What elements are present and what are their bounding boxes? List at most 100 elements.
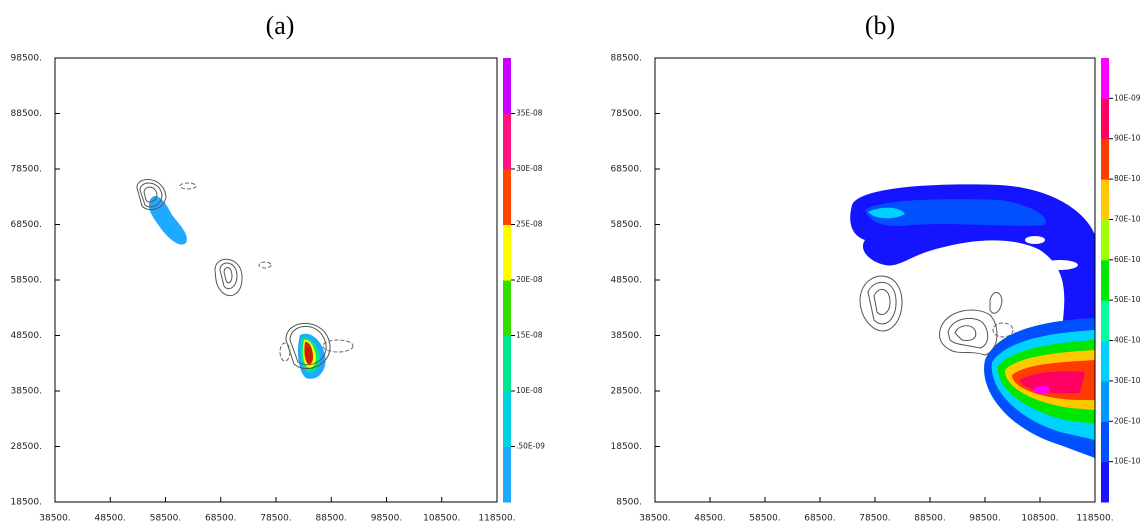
contour: [954, 325, 977, 341]
colorbar-label: 50E-10: [1114, 295, 1141, 304]
colorbar-label: 10E-09: [1114, 93, 1141, 102]
y-tick-label: 18500.: [611, 442, 643, 452]
contour: [322, 339, 354, 353]
y-tick-label: 88500.: [611, 54, 643, 64]
colorbar-segment: [503, 280, 511, 336]
colorbar-segment: [1101, 421, 1109, 463]
contour: [873, 289, 891, 316]
colorbar-segment: [1101, 340, 1109, 382]
colorbar-segment: [1101, 259, 1109, 301]
y-tick-label: 78500.: [611, 109, 643, 119]
colorbar-label: 30E-08: [516, 164, 543, 173]
contour: [214, 258, 243, 297]
colorbar-segment: [1101, 179, 1109, 220]
colorbar-label: 80E-10: [1114, 174, 1141, 183]
x-tick-label: 78500.: [260, 514, 292, 524]
y-tick-label: 58500.: [611, 220, 643, 230]
colorbar-label: 10E-10: [1114, 457, 1141, 466]
y-tick-label: 68500.: [11, 220, 43, 230]
contour: [179, 182, 197, 190]
field-blob: [865, 199, 1046, 227]
colorbar-label: 15E-08: [516, 331, 543, 340]
colorbar-segment: [503, 391, 511, 447]
x-tick-label: 38500.: [639, 514, 671, 524]
x-tick-label: 118500.: [1076, 514, 1113, 524]
colorbar-label: .50E-09: [516, 442, 545, 451]
y-tick-label: 88500.: [11, 109, 43, 119]
y-tick-label: 28500.: [11, 442, 43, 452]
contour: [143, 186, 158, 203]
colorbar-segment: [1101, 58, 1109, 99]
colorbar-label: 60E-10: [1114, 255, 1141, 264]
contour: [289, 325, 327, 366]
contour: [258, 261, 272, 269]
x-tick-label: 88500.: [914, 514, 946, 524]
contour: [867, 282, 897, 325]
colorbar-segment: [1101, 219, 1109, 261]
x-tick-label: 118500.: [478, 514, 515, 524]
colorbar-segment: [503, 113, 511, 170]
contour: [947, 317, 989, 349]
x-tick-label: 68500.: [205, 514, 237, 524]
y-tick-label: 58500.: [11, 276, 43, 286]
plot-frame: [654, 57, 1096, 503]
colorbar-label: 10E-08: [516, 386, 543, 395]
field-blob: [850, 184, 1095, 361]
colorbar-segment: [1101, 98, 1109, 140]
contour: [939, 309, 998, 356]
panel-title: (a): [266, 11, 295, 40]
y-tick-label: 48500.: [11, 331, 43, 341]
y-tick-label: 8500.: [616, 498, 642, 508]
x-tick-label: 58500.: [150, 514, 182, 524]
contour: [989, 292, 1003, 314]
panel-title: (b): [865, 11, 895, 40]
colorbar-label: 40E-10: [1114, 336, 1141, 345]
y-tick-label: 48500.: [611, 276, 643, 286]
y-tick-label: 98500.: [11, 54, 43, 64]
colorbar-label: 30E-10: [1114, 376, 1141, 385]
field-blob: [149, 195, 187, 245]
colorbar-label: 70E-10: [1114, 214, 1141, 223]
x-tick-label: 108500.: [423, 514, 460, 524]
colorbar-label: 35E-08: [516, 109, 543, 118]
colorbar-segment: [1101, 300, 1109, 342]
colorbar-segment: [503, 446, 511, 503]
plot-frame: [54, 57, 498, 503]
colorbar-segment: [1101, 461, 1109, 503]
x-tick-label: 108500.: [1021, 514, 1058, 524]
y-tick-label: 18500.: [11, 498, 43, 508]
x-tick-label: 98500.: [371, 514, 403, 524]
x-tick-label: 78500.: [859, 514, 891, 524]
contour: [279, 342, 291, 362]
field-hole: [1025, 236, 1045, 244]
x-tick-label: 58500.: [749, 514, 781, 524]
x-tick-label: 48500.: [694, 514, 726, 524]
colorbar-label: 20E-08: [516, 275, 543, 284]
x-tick-label: 88500.: [316, 514, 348, 524]
x-tick-label: 48500.: [95, 514, 127, 524]
x-tick-label: 98500.: [969, 514, 1001, 524]
colorbar-segment: [1101, 138, 1109, 180]
panel-b-fields: [850, 184, 1095, 458]
y-tick-label: 28500.: [611, 387, 643, 397]
x-tick-label: 38500.: [39, 514, 71, 524]
colorbar-segment: [503, 335, 511, 392]
field-hole: [1042, 260, 1078, 270]
field-blob: [1034, 386, 1050, 394]
y-tick-label: 78500.: [11, 165, 43, 175]
field-blob: [868, 207, 905, 219]
y-tick-label: 38500.: [11, 387, 43, 397]
colorbar-segment: [503, 169, 511, 225]
panel-a-fields: [136, 179, 354, 379]
colorbar-label: 90E-10: [1114, 134, 1141, 143]
colorbar-segment: [503, 224, 511, 281]
contour: [223, 267, 233, 284]
contour: [219, 262, 238, 290]
contour: [859, 275, 903, 332]
contour: [285, 322, 331, 369]
contour: [992, 322, 1014, 338]
field-blob: [304, 341, 313, 365]
contour: [139, 182, 163, 208]
y-tick-label: 68500.: [611, 165, 643, 175]
